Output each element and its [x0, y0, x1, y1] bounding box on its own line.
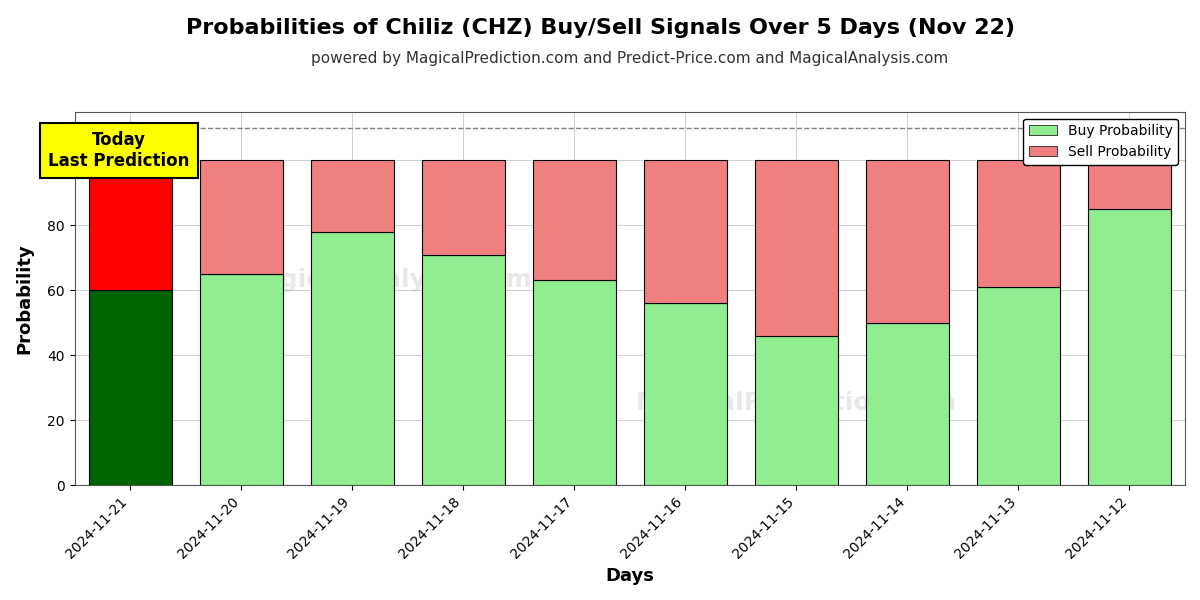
Text: MagicalPrediction.com: MagicalPrediction.com	[636, 391, 958, 415]
Text: Probabilities of Chiliz (CHZ) Buy/Sell Signals Over 5 Days (Nov 22): Probabilities of Chiliz (CHZ) Buy/Sell S…	[186, 18, 1014, 38]
Bar	[421, 160, 505, 254]
X-axis label: Days: Days	[605, 567, 654, 585]
Bar	[533, 280, 616, 485]
Title: powered by MagicalPrediction.com and Predict-Price.com and MagicalAnalysis.com: powered by MagicalPrediction.com and Pre…	[311, 51, 948, 66]
Bar	[977, 287, 1060, 485]
Bar	[533, 160, 616, 280]
Bar	[421, 254, 505, 485]
Bar	[1088, 160, 1171, 209]
Bar	[199, 274, 283, 485]
Bar	[311, 232, 394, 485]
Bar	[865, 160, 949, 323]
Bar	[755, 160, 838, 335]
Text: Today
Last Prediction: Today Last Prediction	[48, 131, 190, 170]
Bar	[311, 160, 394, 232]
Bar	[1088, 209, 1171, 485]
Y-axis label: Probability: Probability	[16, 243, 34, 354]
Legend: Buy Probability, Sell Probability: Buy Probability, Sell Probability	[1024, 119, 1178, 164]
Bar	[89, 160, 172, 290]
Bar	[865, 323, 949, 485]
Text: MagicalAnalysis.com: MagicalAnalysis.com	[239, 268, 533, 292]
Bar	[643, 303, 727, 485]
Bar	[755, 335, 838, 485]
Bar	[199, 160, 283, 274]
Bar	[89, 290, 172, 485]
Bar	[977, 160, 1060, 287]
Bar	[643, 160, 727, 303]
